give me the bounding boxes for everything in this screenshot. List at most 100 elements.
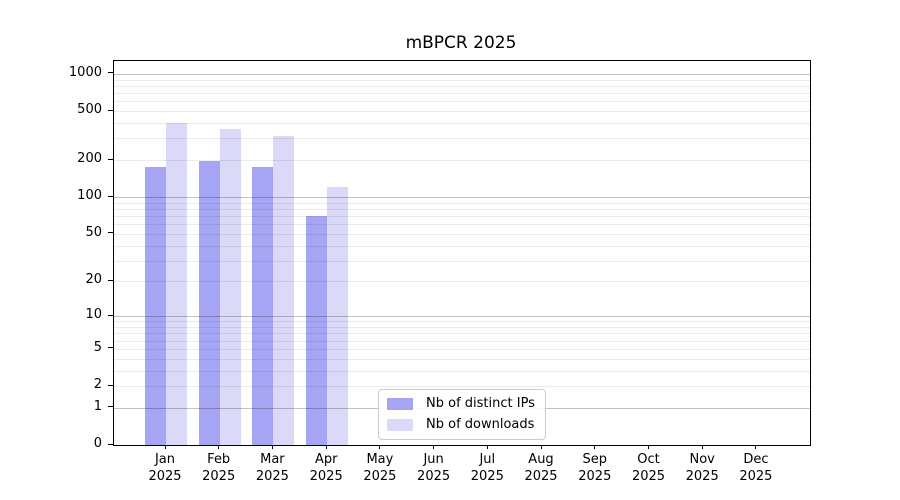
x-tick-month: Nov (689, 452, 715, 467)
x-tick-mark (433, 445, 435, 449)
gridline-minor (114, 386, 810, 387)
gridline-minor (114, 85, 810, 87)
y-tick-label: 5 (93, 339, 102, 355)
legend-item-downloads: Nb of downloads (387, 417, 535, 433)
gridline-minor (114, 202, 810, 204)
bar-distinct-ips-mar (252, 167, 274, 445)
legend-swatch-downloads (387, 419, 413, 431)
y-axis: 1000 500 200 100 50 20 10 5 2 1 0 (0, 60, 113, 451)
x-tick-year: 2025 (363, 469, 397, 484)
gridline-minor (114, 327, 810, 328)
bar-distinct-ips-feb (198, 161, 220, 445)
legend-label-distinct-ips: Nb of distinct IPs (426, 396, 535, 411)
y-tick-label: 100 (77, 188, 102, 204)
y-tick-mark (108, 232, 113, 234)
x-tick-year: 2025 (255, 469, 289, 484)
x-tick-label-oct: Oct 2025 (617, 451, 681, 485)
x-tick-label-feb: Feb 2025 (187, 451, 251, 485)
gridline-minor (114, 233, 810, 235)
x-tick-month: Feb (207, 452, 231, 467)
gridline-minor (114, 260, 810, 262)
y-tick-label: 0 (93, 436, 102, 451)
x-tick-mark (486, 445, 488, 449)
x-tick-mark (379, 445, 381, 449)
y-tick-mark (108, 406, 113, 408)
gridline-minor (114, 321, 810, 323)
gridline-minor (114, 216, 810, 217)
x-tick-label-mar: Mar 2025 (240, 451, 304, 485)
gridline-minor (114, 358, 810, 360)
x-tick-mark (540, 445, 542, 449)
y-tick-mark (108, 195, 113, 197)
x-tick-year: 2025 (578, 469, 612, 484)
y-tick-label: 10 (85, 307, 102, 323)
x-tick-mark (755, 445, 757, 449)
bar-downloads-mar (273, 135, 295, 445)
x-tick-month: Oct (637, 452, 660, 467)
bar-downloads-feb (219, 128, 241, 445)
gridline-minor (114, 101, 810, 103)
x-tick-month: Apr (314, 452, 338, 467)
x-tick-mark (325, 445, 327, 449)
gridline-minor (114, 160, 810, 162)
x-tick-month: Jan (154, 452, 176, 467)
x-tick-year: 2025 (631, 469, 666, 484)
gridline-minor (114, 208, 810, 210)
x-tick-year: 2025 (470, 469, 504, 484)
bars-layer (114, 61, 810, 445)
x-tick-label-jun: Jun 2025 (402, 451, 466, 485)
x-tick-year: 2025 (739, 469, 773, 484)
x-axis: Jan 2025 Feb 2025 Mar 2025 Apr 2025 May 2025 Jun 20… (113, 445, 809, 495)
y-tick-label: 1000 (68, 64, 102, 80)
x-tick-label-nov: Nov 2025 (670, 451, 734, 485)
x-tick-mark (594, 445, 596, 449)
x-tick-year: 2025 (309, 469, 343, 484)
y-tick-mark (108, 347, 113, 349)
bar-downloads-apr (327, 187, 349, 445)
legend: Nb of distinct IPs Nb of downloads (378, 389, 546, 440)
gridline-minor (114, 123, 810, 124)
y-tick-label: 200 (77, 151, 102, 167)
x-tick-mark (218, 445, 220, 449)
plot-area (113, 60, 811, 446)
x-tick-year: 2025 (417, 469, 451, 484)
y-tick-mark (108, 158, 113, 160)
gridline-minor (114, 333, 810, 335)
x-tick-mark (701, 445, 703, 449)
y-tick-mark (108, 384, 113, 386)
gridline-minor (114, 93, 810, 94)
gridline-minor (114, 348, 810, 350)
x-tick-year: 2025 (202, 469, 236, 484)
x-tick-month: Aug (528, 452, 554, 467)
gridline-minor (114, 245, 810, 247)
x-tick-label-may: May 2025 (348, 451, 412, 485)
gridline-minor (114, 224, 810, 226)
x-tick-month: Sep (582, 452, 608, 467)
bar-downloads-jan (166, 123, 187, 445)
x-tick-month: Dec (743, 452, 769, 467)
gridline-minor (114, 111, 810, 112)
x-tick-year: 2025 (524, 469, 558, 484)
chart-title: mBPCR 2025 (405, 33, 517, 53)
x-tick-label-jan: Jan 2025 (133, 451, 197, 485)
gridline-minor (114, 281, 810, 283)
gridline-minor (114, 138, 810, 140)
x-tick-mark (164, 445, 166, 449)
legend-item-distinct-ips: Nb of distinct IPs (387, 396, 535, 412)
y-tick-mark (108, 279, 113, 281)
gridline-major (114, 316, 810, 318)
gridline-minor (114, 370, 810, 372)
x-tick-label-sep: Sep 2025 (563, 451, 627, 485)
legend-swatch-distinct-ips (387, 398, 413, 410)
y-tick-label: 500 (77, 102, 102, 117)
x-tick-label-dec: Dec 2025 (724, 451, 788, 485)
x-tick-mark (271, 445, 273, 449)
y-tick-mark (108, 72, 113, 74)
y-tick-mark (108, 314, 113, 316)
y-tick-label: 1 (93, 398, 102, 414)
x-tick-label-aug: Aug 2025 (509, 451, 573, 485)
y-tick-mark (108, 443, 113, 445)
gridline-major (114, 197, 810, 199)
gridline-minor (114, 340, 810, 342)
x-tick-month: Jul (479, 452, 496, 467)
